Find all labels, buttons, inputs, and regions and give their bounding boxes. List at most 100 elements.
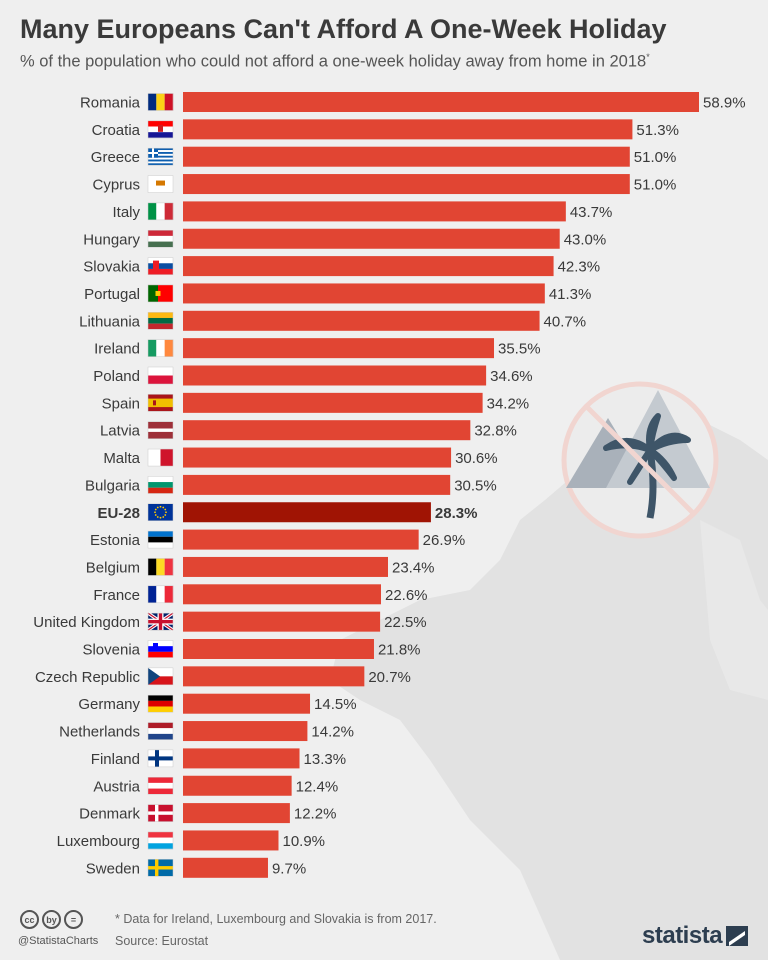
malta-flag-icon [147,448,174,467]
value-label: 51.3% [636,122,679,139]
italy-flag-icon [147,202,174,221]
no-palm-tree-icon [561,381,719,539]
subtitle-text: % of the population who could not afford… [20,52,647,71]
footnote: * Data for Ireland, Luxembourg and Slova… [115,912,437,926]
value-label: 22.5% [384,614,427,631]
value-label: 58.9% [703,95,746,112]
bulgaria-flag-icon [147,476,174,494]
bar [183,775,292,796]
category-label: Austria [93,778,140,795]
czech-flag-icon [147,667,174,686]
latvia-flag-icon [147,421,174,439]
portugal-flag-icon [147,284,174,303]
denmark-flag-icon [147,804,174,822]
value-label: 10.9% [282,833,325,850]
value-label: 40.7% [544,313,587,330]
bar [183,420,471,441]
value-label: 13.3% [304,751,347,768]
source-note: Source: Eurostat [115,934,209,948]
category-label: Poland [93,368,140,385]
category-label: Netherlands [59,724,140,741]
category-label: Finland [91,751,140,768]
creative-commons-icon: cc [20,910,39,929]
category-label: Luxembourg [57,833,140,850]
spain-flag-icon [147,394,174,412]
value-label: 20.7% [368,669,411,686]
bar [183,256,554,277]
category-label: Czech Republic [35,669,141,686]
category-label: Sweden [86,860,140,877]
category-label: Portugal [84,286,140,303]
bar [183,639,374,659]
poland-flag-icon [147,366,174,385]
bar [183,228,560,249]
bar [183,474,451,495]
bar [183,392,483,413]
value-label: 42.3% [558,259,601,276]
category-label: Bulgaria [85,477,141,494]
subtitle-footnote-mark: * [646,52,650,62]
sweden-flag-icon [147,859,174,877]
attribution-icon: by [42,910,61,929]
value-label: 14.5% [314,696,357,713]
value-label: 14.2% [311,724,354,741]
category-label: Estonia [90,532,141,549]
austria-flag-icon [147,777,174,795]
bar [183,857,268,878]
uk-flag-icon [147,611,174,632]
value-label: 22.6% [385,587,428,604]
category-label: Latvia [100,423,141,440]
bar [183,803,290,824]
statista-logo: statista [642,922,723,949]
france-flag-icon [147,585,174,604]
value-label: 34.2% [487,395,530,412]
value-label: 12.2% [294,806,337,823]
bar [183,556,388,577]
value-label: 23.4% [392,559,435,576]
bar [183,338,495,359]
lithuania-flag-icon [147,312,174,330]
value-label: 51.0% [634,149,677,166]
statista-logo-mark [726,926,748,946]
category-label: Hungary [83,231,140,248]
value-label: 34.6% [490,368,533,385]
twitter-handle: @StatistaCharts [18,935,99,947]
bar [183,830,279,851]
hungary-flag-icon [147,230,174,248]
bar [183,693,311,714]
bar [183,502,431,523]
estonia-flag-icon [147,530,174,549]
value-label: 30.6% [455,450,498,467]
bar [183,447,452,468]
ireland-flag-icon [147,339,174,357]
category-label: EU-28 [97,505,140,522]
category-label: Lithuania [79,313,141,330]
value-label: 51.0% [634,177,677,194]
bar [183,119,633,140]
value-label: 12.4% [296,778,339,795]
slovakia-flag-icon [147,257,174,275]
category-label: Croatia [92,122,141,139]
category-label: United Kingdom [33,614,140,631]
eu-flag-icon [147,503,174,521]
luxembourg-flag-icon [147,831,174,850]
category-label: Denmark [79,806,140,823]
bar [183,748,300,769]
chart-title: Many Europeans Can't Afford A One-Week H… [20,14,667,44]
value-label: 26.9% [423,532,466,549]
bar [183,611,381,632]
bar [183,529,419,550]
croatia-flag-icon [147,120,174,139]
bar [183,584,381,605]
bar [183,666,365,687]
value-label: 32.8% [474,423,517,440]
value-label: 43.7% [570,204,613,221]
bar [183,365,487,386]
belgium-flag-icon [147,558,174,576]
bar [183,283,545,304]
germany-flag-icon [147,694,174,713]
category-label: Romania [80,95,141,112]
romania-flag-icon [147,93,174,111]
category-label: Belgium [86,559,140,576]
